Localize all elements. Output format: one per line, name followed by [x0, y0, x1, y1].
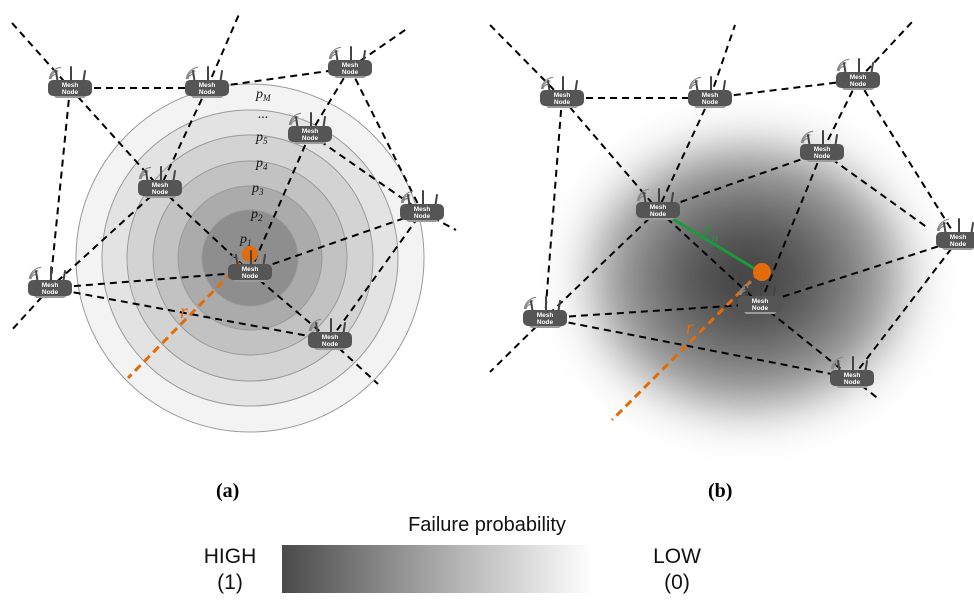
failure-probability-field: [548, 108, 948, 448]
node-label-line2: Node: [42, 289, 59, 296]
panel-b: rn r MeshNodeMeshNodeMeshNodeMeshNodeMes…: [489, 21, 974, 502]
wifi-signal-icon: [540, 76, 554, 90]
node-label-line1: Mesh: [752, 298, 769, 305]
node-label-line2: Node: [199, 89, 216, 96]
node-label-line2: Node: [414, 213, 431, 220]
wifi-signal-icon: [288, 112, 302, 126]
legend-high-label: HIGH: [204, 545, 257, 568]
mesh-links-b: [489, 21, 959, 401]
node-label-line1: Mesh: [554, 92, 571, 99]
wifi-signal-icon: [523, 296, 537, 310]
wifi-signal-icon: [836, 58, 850, 72]
node-label-line2: Node: [844, 379, 861, 386]
panel-label-b: (b): [708, 480, 732, 502]
node-label-line1: Mesh: [322, 334, 339, 341]
legend-low-value: (0): [664, 571, 690, 594]
wifi-signal-icon: [738, 282, 752, 296]
node-label-line2: Node: [302, 135, 319, 142]
wifi-signal-icon: [800, 130, 814, 144]
wifi-signal-icon: [228, 250, 242, 264]
legend-title: Failure probability: [408, 514, 566, 536]
wifi-signal-icon: [636, 188, 650, 202]
wifi-signal-icon: [48, 66, 62, 80]
node-label-line1: Mesh: [62, 82, 79, 89]
node-label-line1: Mesh: [42, 282, 59, 289]
mesh-nodes-b: MeshNodeMeshNodeMeshNodeMeshNodeMeshNode…: [523, 58, 974, 388]
radius-label-b: r: [686, 317, 694, 339]
node-label-line1: Mesh: [152, 182, 169, 189]
legend-gradient-bar: [282, 545, 592, 593]
wifi-signal-icon: [830, 356, 844, 370]
radius-line-b: [610, 270, 762, 422]
wifi-signal-icon: [936, 218, 950, 232]
node-label-line2: Node: [814, 153, 831, 160]
node-label-line1: Mesh: [650, 204, 667, 211]
node-label-line1: Mesh: [844, 372, 861, 379]
panel-label-a: (a): [216, 480, 239, 502]
node-label-line2: Node: [950, 241, 967, 248]
node-label-line1: Mesh: [414, 206, 431, 213]
node-label-line1: Mesh: [850, 74, 867, 81]
ring-label-ellipsis: ...: [258, 107, 269, 122]
wifi-signal-icon: [688, 76, 702, 90]
node-label-line2: Node: [242, 273, 259, 280]
node-label-line2: Node: [537, 319, 554, 326]
wifi-signal-icon: [308, 318, 322, 332]
panel-a: pM ... p5 p4 p3 p2 p1 r MeshNodeMeshNode…: [9, 11, 457, 502]
node-label-line2: Node: [62, 89, 79, 96]
wifi-signal-icon: [28, 266, 42, 280]
epicenter-b: [753, 263, 771, 281]
node-label-line2: Node: [850, 81, 867, 88]
wifi-signal-icon: [185, 66, 199, 80]
node-label-line1: Mesh: [199, 82, 216, 89]
node-label-line2: Node: [702, 99, 719, 106]
node-label-line2: Node: [322, 341, 339, 348]
mesh-nodes-a: MeshNodeMeshNodeMeshNodeMeshNodeMeshNode…: [28, 46, 444, 350]
wifi-signal-icon: [328, 46, 342, 60]
radius-label-a: r: [180, 301, 188, 323]
legend-high-value: (1): [217, 571, 243, 594]
node-label-line2: Node: [342, 69, 359, 76]
legend: Failure probability HIGH (1) LOW (0): [204, 514, 701, 594]
node-label-line2: Node: [554, 99, 571, 106]
node-radius-line: [657, 208, 761, 274]
node-label-line1: Mesh: [537, 312, 554, 319]
node-label-line1: Mesh: [950, 234, 967, 241]
wifi-signal-icon: [400, 190, 414, 204]
node-label-line1: Mesh: [702, 92, 719, 99]
node-label-line2: Node: [152, 189, 169, 196]
node-label-line2: Node: [752, 305, 769, 312]
wifi-signal-icon: [138, 166, 152, 180]
node-label-line1: Mesh: [814, 146, 831, 153]
node-label-line1: Mesh: [342, 62, 359, 69]
node-label-line1: Mesh: [242, 266, 259, 273]
legend-low-label: LOW: [653, 545, 701, 568]
node-label-line2: Node: [650, 211, 667, 218]
node-label-line1: Mesh: [302, 128, 319, 135]
